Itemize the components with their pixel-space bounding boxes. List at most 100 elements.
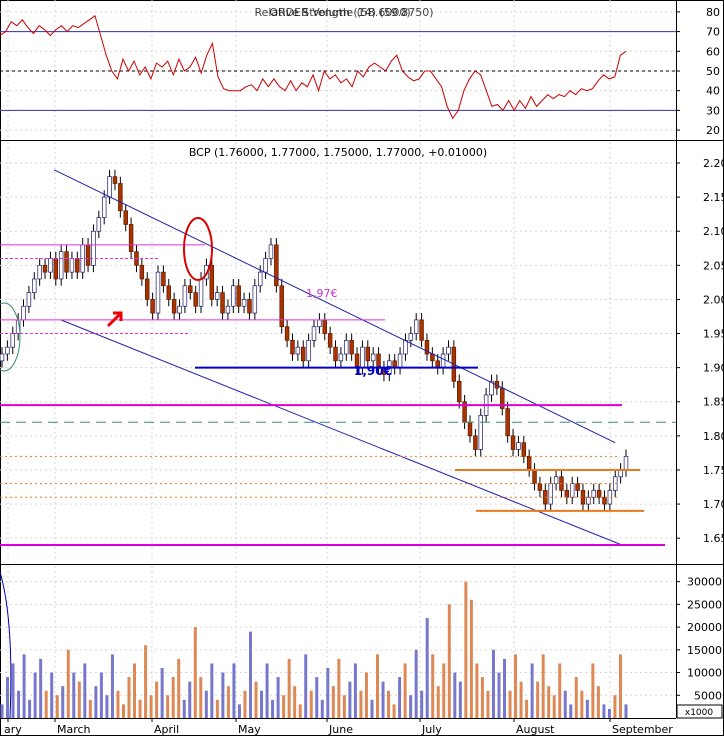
volume-bar xyxy=(464,581,468,718)
volume-bar xyxy=(475,663,479,718)
volume-bar xyxy=(353,663,357,718)
volume-bar xyxy=(99,672,103,718)
volume-bar xyxy=(392,704,396,718)
volume-bar xyxy=(398,677,402,718)
candle-body xyxy=(623,455,629,471)
month-label: August xyxy=(516,723,555,736)
candle-body xyxy=(306,340,311,362)
volume-bar xyxy=(149,695,153,718)
volume-bar xyxy=(315,677,319,718)
volume-bar xyxy=(210,663,214,718)
volume-bar xyxy=(403,663,407,718)
volume-bar xyxy=(514,654,518,718)
candle-body xyxy=(526,455,532,471)
volume-bar xyxy=(221,672,225,718)
volume-bar xyxy=(66,649,70,718)
volume-bar xyxy=(436,686,440,718)
volume-bar xyxy=(171,677,175,718)
month-label: March xyxy=(57,723,91,736)
volume-bar xyxy=(88,699,92,718)
volume-bar xyxy=(530,663,534,718)
candle-body xyxy=(505,408,510,437)
rsi-tick-label: 20 xyxy=(706,124,720,137)
volume-bar xyxy=(55,695,59,718)
rsi-tick-label: 70 xyxy=(706,26,720,39)
volume-bar xyxy=(33,672,37,718)
candle-body xyxy=(107,176,112,198)
candle-body xyxy=(236,285,241,307)
price-tick-label: 2.00 xyxy=(703,293,724,306)
candle-body xyxy=(553,476,559,484)
candle-body xyxy=(510,435,516,450)
highlight-ellipse-red xyxy=(183,216,213,281)
candle-body xyxy=(58,251,64,280)
volume-bar xyxy=(613,695,617,718)
candle-body xyxy=(419,319,424,341)
volume-bar xyxy=(0,704,4,718)
candle-body xyxy=(26,292,32,307)
candle-body xyxy=(112,176,118,184)
volume-bar xyxy=(77,681,81,718)
candle-body xyxy=(596,490,602,498)
volume-bar xyxy=(193,627,197,718)
volume-bar xyxy=(188,681,192,718)
candle-body xyxy=(166,285,171,300)
volume-bar xyxy=(491,649,495,718)
volume-bar xyxy=(453,672,457,718)
candle-body xyxy=(145,278,150,300)
volume-bar xyxy=(431,654,435,718)
price-label-190: 1,90€ xyxy=(354,364,392,378)
candle-body xyxy=(42,264,48,273)
candle-body xyxy=(209,264,215,300)
candle-body xyxy=(290,340,295,355)
volume-bar xyxy=(508,690,512,718)
volume-bar xyxy=(387,690,391,718)
candle-body xyxy=(569,483,575,498)
candle-body xyxy=(69,258,75,273)
volume-bar xyxy=(6,677,10,718)
candle-body xyxy=(274,244,279,287)
volume-plot xyxy=(0,571,628,718)
candle-body xyxy=(64,251,69,273)
price-tick-label: 2.15 xyxy=(703,191,724,204)
candle-body xyxy=(123,210,128,225)
volume-bar xyxy=(226,686,230,718)
volume-tick-label: 15000 xyxy=(687,644,722,657)
candle-body xyxy=(268,244,274,259)
candle-body xyxy=(446,346,451,355)
volume-bar xyxy=(596,686,600,718)
month-axis: ary March April May June July August September xyxy=(4,718,673,736)
candle-body xyxy=(322,319,327,334)
candle-body xyxy=(365,346,371,362)
month-label: ary xyxy=(4,723,22,736)
candle-body xyxy=(532,469,537,484)
rsi-tick-label: 50 xyxy=(706,65,720,78)
candle-body xyxy=(327,333,333,348)
price-tick-label: 1.75 xyxy=(703,464,724,477)
month-label: September xyxy=(612,723,673,736)
volume-bar xyxy=(320,699,324,718)
candle-body xyxy=(231,285,236,307)
rsi-y-axis: 20 30 40 50 60 70 80 xyxy=(676,6,720,137)
volume-bar xyxy=(28,699,32,718)
price-tick-label: 1.85 xyxy=(703,396,724,409)
volume-bar xyxy=(237,704,241,718)
volume-bar xyxy=(83,663,87,718)
volume-bar xyxy=(607,708,611,718)
candle-body xyxy=(467,421,473,437)
candle-body xyxy=(150,299,155,314)
candle-body xyxy=(301,346,306,362)
candle-body xyxy=(397,353,403,368)
candle-body xyxy=(430,353,435,362)
volume-bar xyxy=(591,663,595,718)
candle-body xyxy=(128,224,134,253)
candle-body xyxy=(333,346,338,362)
candle-body xyxy=(0,353,5,362)
volume-unit-label: x1000 xyxy=(685,708,714,718)
volume-tick-label: 5000 xyxy=(694,689,722,702)
volume-bar xyxy=(265,663,269,718)
candle-body xyxy=(193,292,198,307)
volume-bar xyxy=(525,699,529,718)
volume-bar xyxy=(337,658,341,718)
price-tick-label: 2.20 xyxy=(703,157,724,170)
